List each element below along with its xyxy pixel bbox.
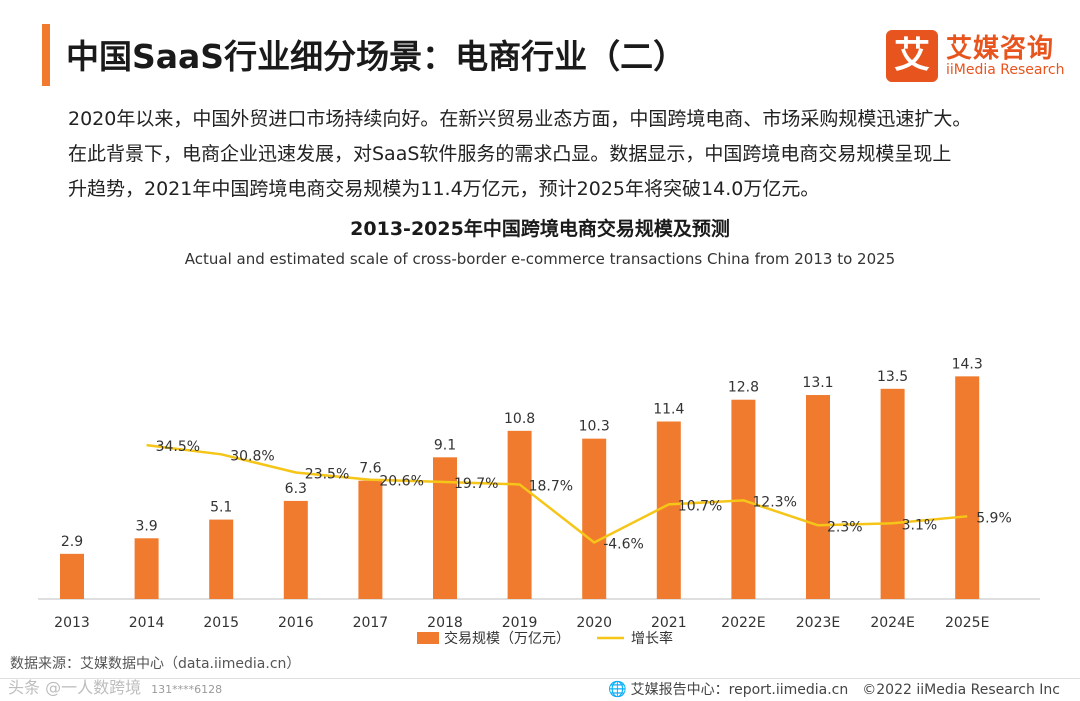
globe-icon: 🌐	[607, 680, 627, 698]
legend-bar-swatch	[417, 632, 439, 644]
bar-value-label: 7.6	[359, 461, 381, 477]
line-value-label: 2.3%	[827, 519, 863, 535]
x-tick-label: 2024E	[870, 615, 914, 631]
legend-line-label: 增长率	[631, 630, 673, 647]
x-tick-label: 2014	[129, 615, 165, 631]
bar-value-label: 14.3	[952, 356, 983, 372]
x-tick-label: 2017	[353, 615, 389, 631]
bar-value-label: 10.3	[579, 419, 610, 435]
bar	[582, 438, 607, 599]
bar	[134, 538, 159, 599]
bar-value-label: 10.8	[504, 411, 535, 427]
line-value-label: 12.3%	[752, 494, 796, 510]
copyright: ©2022 iiMedia Research Inc	[862, 682, 1060, 698]
iimedia-logo: 艾 艾媒咨询 iiMedia Research	[886, 30, 1066, 82]
report-center-link[interactable]: 艾媒报告中心：report.iimedia.cn	[630, 682, 849, 698]
bar-value-label: 5.1	[210, 500, 232, 516]
watermark-text: 头条 @一人数跨境	[8, 678, 142, 697]
line-value-label: 18.7%	[529, 478, 573, 494]
footer-info: 🌐 艾媒报告中心：report.iimedia.cn ©2022 iiMedia R…	[608, 679, 1060, 699]
legend-bar-label: 交易规模（万亿元）	[444, 630, 570, 647]
intro-line: 2020年以来，中国外贸进口市场持续向好。在新兴贸易业态方面，中国跨境电商、市场…	[68, 108, 972, 130]
chart-subtitle: Actual and estimated scale of cross-bord…	[184, 250, 896, 268]
intro-line: 升趋势，2021年中国跨境电商交易规模为11.4万亿元，预计2025年将突破14…	[68, 178, 820, 200]
bar-value-label: 11.4	[653, 402, 684, 418]
line-value-label: 5.9%	[976, 510, 1012, 526]
bar	[880, 388, 905, 599]
bar	[656, 421, 681, 599]
x-tick-label: 2023E	[796, 615, 840, 631]
line-value-label: 23.5%	[305, 466, 349, 482]
logo-text-cn: 艾媒咨询	[946, 34, 1055, 64]
page-title: 中国SaaS行业细分场景：电商行业（二）	[66, 37, 687, 76]
bar	[806, 395, 830, 599]
bar-value-label: 6.3	[285, 481, 307, 497]
x-tick-label: 2021	[651, 615, 687, 631]
growth-rate-line	[146, 443, 968, 544]
bar	[283, 500, 308, 599]
line-value-label: 20.6%	[379, 474, 423, 490]
x-tick-label: 2025E	[945, 615, 989, 631]
bar	[507, 430, 532, 599]
line-value-label: 34.5%	[156, 439, 200, 455]
bar-value-label: 13.5	[877, 369, 908, 385]
line-value-label: 3.1%	[902, 517, 938, 533]
x-tick-label: 2020	[576, 615, 612, 631]
intro-line: 在此背景下，电商企业迅速发展，对SaaS软件服务的需求凸显。数据显示，中国跨境电…	[68, 143, 952, 165]
logo-mark: 艾	[886, 30, 938, 82]
x-tick-label: 2013	[54, 615, 90, 631]
line-value-label: 10.7%	[678, 498, 722, 514]
watermark-number: 131****6128	[151, 683, 223, 696]
bar-value-label: 3.9	[135, 518, 157, 534]
footer-divider	[0, 678, 1080, 679]
bar	[358, 480, 383, 599]
cross-border-ecommerce-chart: 2.9 2013 3.9 2014 5.1 2015 6.3 2016 7.6 2017 9.1 20…	[38, 356, 1040, 647]
x-tick-label: 2018	[427, 615, 463, 631]
line-value-label: 30.8%	[230, 448, 274, 464]
logo-text-en: iiMedia Research	[946, 62, 1065, 78]
bar-value-label: 12.8	[728, 380, 759, 396]
data-source: 数据来源：艾媒数据中心（data.iimedia.cn）	[10, 656, 301, 672]
line-value-label: -4.6%	[603, 536, 644, 552]
bar	[209, 519, 234, 599]
x-tick-label: 2016	[278, 615, 314, 631]
title-accent-bar	[42, 24, 50, 86]
x-tick-label: 2022E	[721, 615, 765, 631]
bar-value-label: 2.9	[61, 534, 83, 550]
x-tick-label: 2019	[502, 615, 538, 631]
line-value-label: 19.7%	[454, 476, 498, 492]
bar-value-label: 13.1	[802, 375, 833, 391]
watermark: 头条 @一人数跨境 131****6128	[8, 674, 222, 698]
bar	[955, 376, 980, 599]
chart-title: 2013-2025年中国跨境电商交易规模及预测	[350, 218, 730, 240]
intro-paragraph: 2020年以来，中国外贸进口市场持续向好。在新兴贸易业态方面，中国跨境电商、市场…	[68, 102, 1048, 207]
x-tick-label: 2015	[203, 615, 239, 631]
bar-value-label: 9.1	[434, 437, 456, 453]
bar	[60, 553, 84, 599]
